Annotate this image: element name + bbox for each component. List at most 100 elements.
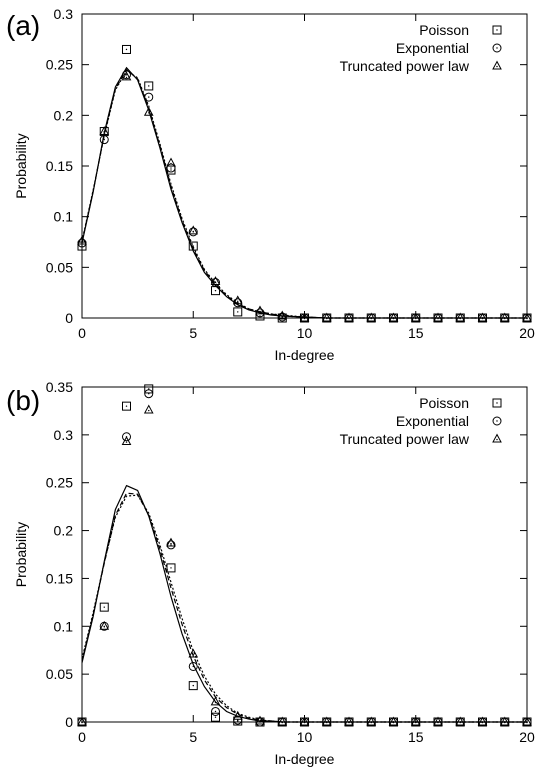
data-point-triangle bbox=[277, 716, 288, 726]
legend-marker-triangle bbox=[492, 433, 502, 443]
data-point-triangle bbox=[522, 716, 532, 726]
data-point-square-center bbox=[103, 606, 105, 608]
y-tick-label: 0.25 bbox=[46, 57, 73, 73]
data-point-circle bbox=[99, 135, 109, 145]
data-point-circle-center bbox=[103, 138, 105, 141]
data-point-square-center bbox=[81, 245, 83, 247]
data-point-circle bbox=[144, 92, 154, 102]
data-point-triangle bbox=[121, 71, 132, 81]
data-point-square-center bbox=[259, 315, 261, 317]
data-point-triangle bbox=[477, 716, 488, 726]
data-point-square-center bbox=[192, 684, 194, 687]
data-point-triangle-center bbox=[437, 317, 439, 320]
data-point-triangle bbox=[366, 312, 377, 322]
data-point-square-center bbox=[214, 716, 217, 718]
chart-panel-a: (a) 0 0.05 0.1 0.15 0.2 0.25 0.3 0 5 10 15 20 In-degr… bbox=[6, 6, 535, 363]
legend-marker-triangle bbox=[492, 60, 502, 70]
data-point-circle bbox=[166, 540, 176, 550]
y-tick-label: 0.1 bbox=[54, 618, 74, 634]
y-tick-label: 0.15 bbox=[46, 570, 73, 586]
legend-label: Poisson bbox=[419, 395, 469, 411]
chart-panel-b: (b) 0 0.05 0.1 0.15 0.2 0.25 0.3 0.35 0 5 10 15 20 In-… bbox=[6, 379, 535, 767]
data-point-circle bbox=[211, 706, 220, 716]
y-tick-label: 0.1 bbox=[54, 209, 74, 225]
y-tick-label: 0.3 bbox=[54, 6, 74, 22]
data-point-triangle-center bbox=[170, 162, 172, 165]
legend-marker-square bbox=[492, 398, 502, 408]
fit-curve-dashed bbox=[81, 492, 527, 723]
data-point-triangle bbox=[410, 312, 421, 322]
data-point-circle bbox=[255, 717, 265, 727]
x-tick-label: 15 bbox=[408, 325, 424, 341]
legend-label: Poisson bbox=[419, 22, 469, 38]
data-point-circle-center bbox=[125, 74, 128, 76]
series-square bbox=[77, 44, 532, 323]
data-point-circle bbox=[233, 715, 243, 725]
legend-marker-square-center bbox=[496, 29, 498, 31]
fit-curve-solid bbox=[81, 484, 527, 723]
data-point-triangle bbox=[188, 225, 199, 235]
data-point-triangle-center bbox=[192, 230, 194, 233]
y-tick-label: 0.15 bbox=[46, 158, 73, 174]
data-point-circle bbox=[211, 278, 220, 288]
legend-marker-circle bbox=[492, 416, 502, 426]
data-point-triangle-center bbox=[103, 626, 105, 628]
series-triangle bbox=[77, 71, 532, 322]
data-point-triangle bbox=[455, 312, 466, 322]
data-point-circle bbox=[122, 70, 131, 80]
data-point-triangle-center bbox=[370, 721, 372, 724]
data-point-triangle bbox=[388, 312, 399, 322]
data-point-triangle-center bbox=[281, 315, 283, 318]
data-point-triangle-center bbox=[125, 76, 128, 79]
data-point-triangle-center bbox=[481, 721, 484, 724]
data-point-triangle bbox=[499, 312, 510, 322]
series-circle bbox=[77, 70, 532, 323]
data-point-triangle-center bbox=[192, 653, 194, 656]
data-point-square bbox=[122, 44, 131, 54]
y-tick-label: 0.25 bbox=[46, 475, 73, 491]
data-point-triangle-center bbox=[526, 721, 528, 724]
data-point-triangle-center bbox=[303, 317, 306, 320]
x-tick-label: 5 bbox=[189, 325, 197, 341]
data-point-triangle bbox=[232, 710, 243, 720]
data-point-triangle-center bbox=[326, 721, 328, 724]
x-tick-label: 10 bbox=[297, 325, 313, 341]
data-point-circle bbox=[144, 389, 154, 399]
data-point-triangle-center bbox=[415, 317, 417, 320]
data-point-triangle bbox=[410, 716, 421, 726]
data-point-triangle bbox=[166, 537, 176, 547]
data-point-triangle-center bbox=[348, 317, 350, 320]
legend-label: Truncated power law bbox=[340, 431, 470, 447]
y-tick-label: 0.35 bbox=[46, 379, 73, 395]
y-tick-label: 0.3 bbox=[54, 427, 74, 443]
data-point-circle bbox=[188, 227, 198, 237]
data-point-square-center bbox=[281, 317, 283, 319]
x-tick-label: 20 bbox=[519, 729, 535, 745]
data-point-circle bbox=[188, 661, 198, 671]
x-tick-label: 15 bbox=[408, 729, 424, 745]
legend-marker-square-center bbox=[496, 402, 498, 404]
data-point-square bbox=[144, 384, 154, 394]
data-point-circle bbox=[277, 312, 287, 322]
data-point-triangle-center bbox=[170, 542, 172, 545]
series-triangle bbox=[77, 404, 532, 726]
data-point-square-center bbox=[148, 85, 150, 87]
data-point-circle-center bbox=[170, 544, 172, 546]
legend-marker-circle-center bbox=[496, 420, 498, 422]
panel-label: (b) bbox=[6, 385, 40, 416]
data-point-triangle bbox=[166, 157, 176, 167]
x-tick-label: 20 bbox=[519, 325, 535, 341]
data-point-triangle bbox=[99, 126, 110, 136]
data-point-triangle-center bbox=[437, 721, 439, 724]
data-point-triangle-center bbox=[259, 720, 261, 723]
data-point-triangle bbox=[255, 715, 265, 725]
legend-marker-triangle-center bbox=[496, 65, 498, 68]
data-point-square bbox=[99, 602, 109, 612]
data-point-triangle bbox=[455, 716, 466, 726]
x-tick-label: 5 bbox=[189, 729, 197, 745]
data-point-triangle bbox=[210, 276, 221, 286]
data-point-triangle bbox=[433, 312, 443, 322]
y-tick-label: 0 bbox=[65, 310, 73, 326]
data-point-circle bbox=[122, 432, 131, 442]
